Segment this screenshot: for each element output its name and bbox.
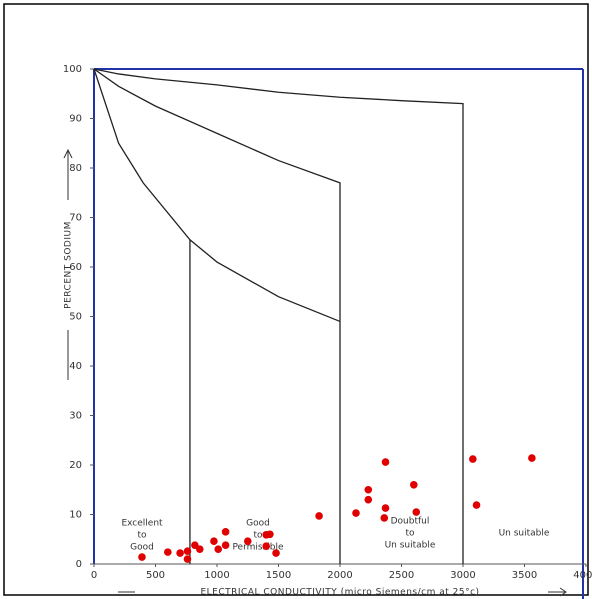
region-label: Good: [246, 519, 270, 529]
x-tick-label: 3500: [512, 570, 537, 581]
boundary-line: [93, 68, 341, 323]
point: [176, 549, 184, 557]
point: [195, 545, 204, 553]
x-tick-label: 3000: [450, 570, 475, 581]
point: [380, 514, 389, 522]
point: [272, 549, 280, 557]
y-tick-label: 90: [69, 114, 82, 125]
y-tick-label: 20: [69, 460, 82, 471]
x-tick-label: 2500: [389, 570, 414, 581]
point: [210, 537, 218, 546]
x-tick-label: 0: [91, 570, 97, 581]
x-tick-label: 4000: [573, 570, 592, 581]
point: [221, 528, 230, 536]
point: [469, 455, 477, 463]
y-tick-label: 40: [69, 361, 82, 372]
boundary-line: [93, 68, 341, 564]
boundary-line: [93, 68, 464, 564]
y-tick-label: 60: [69, 262, 82, 273]
y-tick-label: 80: [69, 163, 82, 174]
point: [214, 545, 223, 553]
point: [183, 555, 192, 563]
point: [528, 454, 536, 462]
x-tick-label: 2000: [327, 570, 352, 581]
x-tick-label: 500: [146, 570, 165, 581]
y-tick-label: 10: [69, 510, 82, 521]
region-label: Good: [130, 543, 154, 553]
region-label: Excellent: [121, 519, 163, 529]
point: [243, 537, 252, 546]
y-tick-label: 100: [63, 64, 82, 75]
outer-border: [3, 3, 589, 596]
point: [164, 548, 172, 556]
y-tick-label: 0: [76, 559, 82, 570]
point: [364, 495, 373, 504]
point: [381, 504, 390, 512]
point: [266, 530, 274, 539]
x-tick-label: 1000: [204, 570, 229, 581]
point: [364, 485, 373, 494]
region-label: to: [137, 531, 147, 541]
y-tick-label: 70: [69, 213, 82, 224]
point: [138, 553, 146, 561]
point: [183, 547, 192, 555]
y-tick-label: 30: [69, 411, 82, 422]
point: [412, 508, 421, 516]
x-arrow: [548, 587, 567, 597]
region-label: Doubtful: [391, 517, 430, 527]
y-axis-label: PERCENT SODIUM: [64, 221, 74, 309]
point: [381, 458, 390, 466]
region-label: Un suitable: [385, 541, 436, 551]
point: [352, 509, 360, 517]
point: [472, 501, 481, 509]
x-tick-label: 1500: [266, 570, 291, 581]
y-tick-label: 50: [69, 312, 82, 323]
region-label: to: [405, 529, 415, 539]
region-label: Permissible: [232, 543, 284, 553]
region-label: to: [253, 531, 263, 541]
point: [221, 541, 230, 549]
point: [262, 542, 271, 550]
point: [410, 481, 418, 489]
region-label: Un suitable: [499, 529, 550, 539]
x-axis-label: ELECTRICAL CONDUCTIVITY (micro Siemens/c…: [200, 588, 479, 598]
point: [315, 512, 323, 520]
y-arrow-head: [63, 148, 73, 159]
